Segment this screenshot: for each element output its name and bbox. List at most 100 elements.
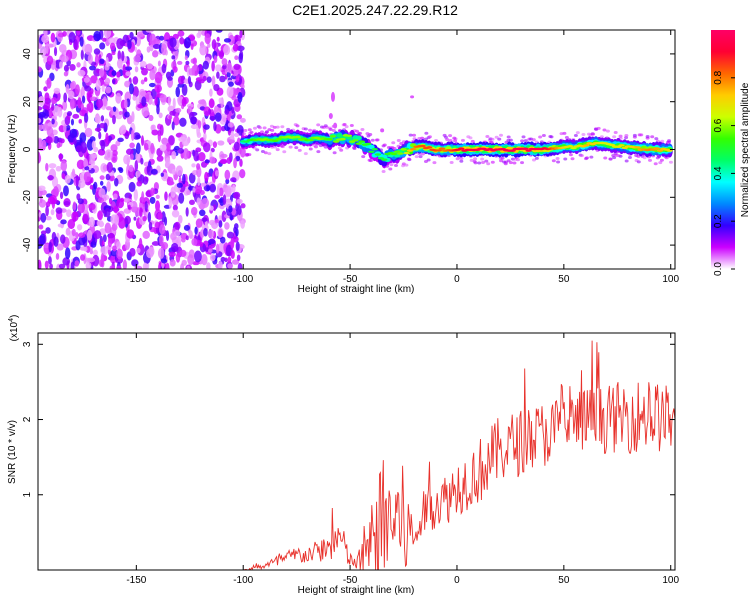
- noise-speckle: [177, 75, 185, 85]
- ridge-halo: [303, 127, 308, 131]
- ridge-halo: [668, 160, 673, 164]
- colorbar-label: Normalized spectral amplitude: [740, 82, 750, 217]
- noise-speckle: [77, 69, 86, 77]
- noise-speckle: [222, 64, 227, 70]
- noise-speckle: [188, 230, 193, 239]
- noise-speckle: [183, 224, 191, 231]
- noise-speckle: [115, 241, 121, 250]
- noise-speckle: [159, 234, 164, 246]
- ridge-halo: [247, 153, 252, 157]
- noise-speckle: [89, 96, 98, 102]
- noise-speckle: [128, 83, 134, 95]
- noise-speckle: [75, 84, 80, 95]
- ridge-halo: [459, 159, 464, 163]
- noise-speckle: [48, 256, 52, 265]
- noise-speckle: [118, 125, 127, 135]
- snr-y-axis-label: SNR (10 * v/v): [7, 420, 18, 484]
- noise-speckle: [226, 157, 232, 165]
- noise-speckle: [65, 83, 70, 94]
- noise-speckle: [69, 97, 75, 110]
- ridge-halo: [316, 123, 321, 127]
- ridge-halo: [394, 164, 399, 168]
- noise-speckle: [216, 186, 220, 198]
- noise-speckle: [45, 42, 49, 55]
- noise-speckle: [106, 180, 111, 192]
- ridge-halo: [316, 150, 321, 154]
- noise-speckle: [233, 63, 241, 70]
- noise-speckle: [225, 178, 230, 185]
- ridge-halo: [549, 135, 554, 139]
- noise-speckle: [46, 126, 54, 137]
- noise-speckle: [112, 193, 118, 200]
- ridge-halo: [349, 123, 354, 127]
- noise-speckle: [167, 76, 173, 81]
- noise-speckle: [208, 248, 213, 253]
- ridge-segment: [381, 158, 388, 161]
- noise-speckle: [230, 238, 235, 249]
- stray-feature: [410, 95, 415, 99]
- noise-speckle: [145, 93, 150, 103]
- noise-speckle: [93, 230, 102, 240]
- noise-speckle: [38, 151, 41, 163]
- ridge-halo: [382, 143, 387, 147]
- noise-speckle: [166, 180, 175, 186]
- noise-speckle: [59, 138, 65, 144]
- ridge-halo: [381, 170, 386, 174]
- noise-speckle: [218, 50, 224, 60]
- noise-speckle: [201, 217, 208, 222]
- ridge-halo: [481, 161, 486, 165]
- noise-speckle: [168, 251, 176, 257]
- noise-speckle: [83, 77, 90, 83]
- noise-speckle: [160, 172, 164, 177]
- noise-speckle: [171, 55, 176, 60]
- ridge-halo: [396, 139, 401, 143]
- ridge-segment: [374, 153, 382, 156]
- noise-speckle: [171, 151, 177, 160]
- ridge-segment: [329, 135, 337, 138]
- ridge-halo: [252, 126, 257, 130]
- ridge-halo: [361, 155, 366, 159]
- noise-speckle: [90, 177, 94, 184]
- noise-speckle: [191, 65, 195, 76]
- noise-speckle: [108, 37, 116, 45]
- noise-speckle: [235, 155, 241, 162]
- noise-speckle: [126, 229, 135, 239]
- noise-speckle: [158, 112, 163, 119]
- noise-speckle: [88, 203, 96, 211]
- ridge-halo: [288, 145, 293, 149]
- noise-speckle: [100, 253, 105, 264]
- ridge-halo: [331, 128, 336, 132]
- noise-speckle: [135, 170, 141, 177]
- ridge-halo: [642, 156, 647, 160]
- spectrogram-y-axis-label: Frequency (Hz): [7, 115, 18, 184]
- ridge-halo: [272, 125, 277, 129]
- chart-title: C2E1.2025.247.22.29.R12: [292, 2, 458, 18]
- ridge-halo: [659, 158, 664, 162]
- ridge-halo: [332, 151, 337, 155]
- noise-speckle: [103, 155, 109, 160]
- ridge-halo: [267, 152, 272, 156]
- ridge-halo: [500, 156, 505, 160]
- ridge-halo: [460, 138, 465, 142]
- noise-speckle: [102, 37, 107, 42]
- ridge-halo: [497, 137, 502, 141]
- noise-speckle: [118, 167, 124, 173]
- noise-speckle: [77, 198, 84, 205]
- noise-speckle: [196, 131, 202, 139]
- ridge-halo: [449, 161, 454, 165]
- noise-speckle: [151, 124, 156, 131]
- noise-speckle: [106, 161, 113, 173]
- ridge-halo: [484, 159, 489, 163]
- noise-speckle: [198, 63, 203, 72]
- noise-speckle: [66, 111, 73, 117]
- noise-speckle: [69, 63, 76, 71]
- noise-speckle: [70, 261, 75, 269]
- noise-speckle: [158, 35, 165, 41]
- ridge-halo: [389, 163, 394, 167]
- noise-speckle: [123, 197, 131, 203]
- ridge-segment: [570, 146, 577, 150]
- noise-speckle: [154, 221, 160, 229]
- x-tick-label: 100: [662, 274, 679, 285]
- noise-speckle: [124, 208, 129, 214]
- noise-speckle: [131, 111, 135, 123]
